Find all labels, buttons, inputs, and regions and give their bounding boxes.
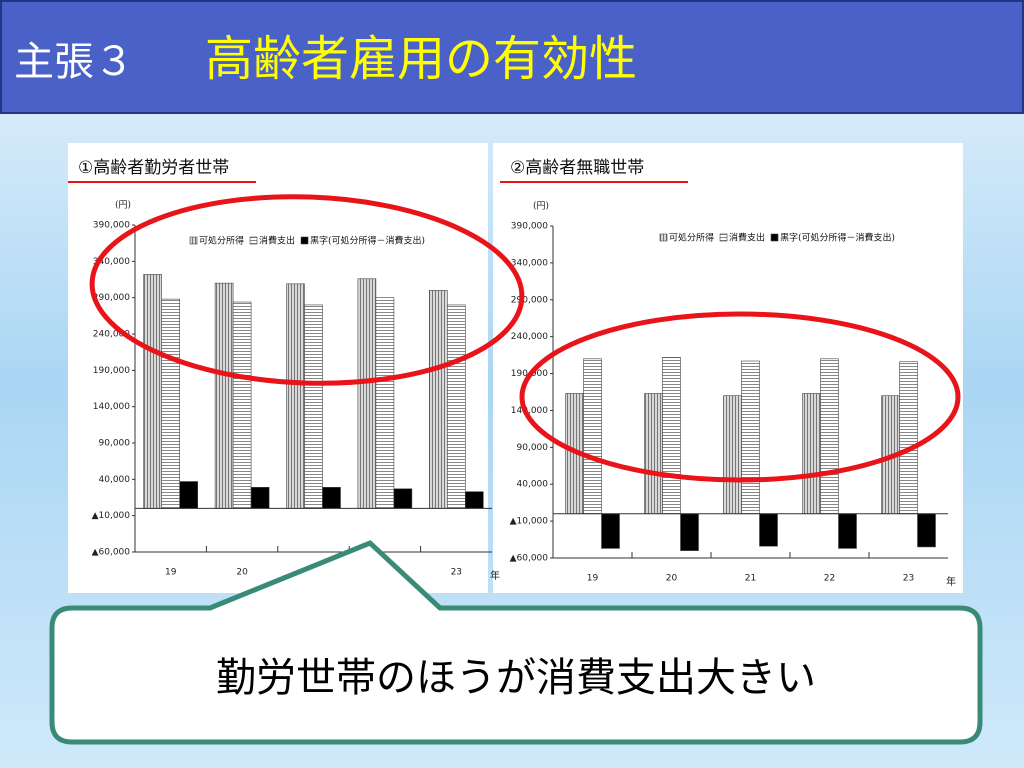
chart-panel xyxy=(68,143,488,593)
header xyxy=(0,0,1024,114)
bar xyxy=(357,278,377,509)
callout-text: 勤労世帯のほうが消費支出大きい xyxy=(216,655,816,701)
chart-title: ①高齢者勤労者世帯 xyxy=(78,158,229,178)
bar xyxy=(662,357,681,515)
bar xyxy=(464,491,484,509)
bar xyxy=(375,297,395,509)
legend-swatch xyxy=(189,236,198,245)
x-tick-label: 19 xyxy=(165,568,177,578)
bar xyxy=(759,513,778,547)
legend-label: 可処分所得 xyxy=(199,235,244,247)
bar xyxy=(286,283,305,509)
y-tick-label: 190,000 xyxy=(93,366,130,376)
y-tick-label: 90,000 xyxy=(99,439,131,449)
y-tick-label: ▲10,000 xyxy=(510,517,549,527)
bar xyxy=(680,513,699,551)
legend-label: 黒字(可処分所得－消費支出) xyxy=(780,232,895,244)
y-tick-label: 140,000 xyxy=(511,406,548,416)
bar xyxy=(393,488,413,509)
x-axis-label: 年 xyxy=(946,575,956,588)
x-tick-label: 21 xyxy=(745,574,756,584)
y-tick-label: ▲10,000 xyxy=(92,511,131,521)
bar xyxy=(250,487,270,509)
legend-swatch xyxy=(249,236,258,245)
legend-swatch xyxy=(300,236,309,245)
bar xyxy=(917,513,936,548)
y-axis-label: (円) xyxy=(115,200,131,211)
bar xyxy=(428,290,448,509)
slide-label: 主張３ xyxy=(14,39,134,85)
x-tick-label: 20 xyxy=(236,568,248,578)
legend-swatch xyxy=(719,233,728,242)
y-tick-label: ▲60,000 xyxy=(92,548,131,558)
y-axis-label: (円) xyxy=(533,201,549,212)
bar xyxy=(143,274,162,509)
y-tick-label: 340,000 xyxy=(93,257,130,267)
y-tick-label: 390,000 xyxy=(93,221,130,231)
legend-label: 黒字(可処分所得－消費支出) xyxy=(310,235,425,247)
x-tick-label: 23 xyxy=(903,574,914,584)
highlight-ellipse xyxy=(89,194,525,386)
y-tick-label: 390,000 xyxy=(511,222,548,232)
legend-swatch xyxy=(659,233,668,242)
y-tick-label: ▲60,000 xyxy=(510,554,549,564)
bar xyxy=(232,301,252,509)
callout-box xyxy=(49,540,983,745)
highlight-ellipse xyxy=(519,311,961,483)
y-tick-label: 240,000 xyxy=(93,330,130,340)
bar xyxy=(446,304,466,509)
y-tick-label: 90,000 xyxy=(517,443,549,453)
x-tick-label: 20 xyxy=(666,574,678,584)
y-tick-label: 290,000 xyxy=(511,295,548,305)
bar xyxy=(723,395,742,515)
y-tick-label: 340,000 xyxy=(511,258,548,268)
slide-title: 高齢者雇用の有効性 xyxy=(205,31,637,87)
bar xyxy=(161,298,180,509)
x-axis-label: 年 xyxy=(490,569,500,582)
legend-swatch xyxy=(770,233,779,242)
bar xyxy=(322,487,341,509)
y-tick-label: 40,000 xyxy=(99,475,131,485)
bar xyxy=(899,361,918,515)
bar xyxy=(802,393,821,515)
bar xyxy=(214,282,234,509)
x-tick-label: 22 xyxy=(824,574,835,584)
legend-label: 消費支出 xyxy=(729,232,765,244)
bar xyxy=(644,393,663,515)
bar xyxy=(601,513,620,549)
legend-label: 消費支出 xyxy=(259,235,295,247)
x-tick-label: 23 xyxy=(451,568,462,578)
bar xyxy=(179,481,198,509)
y-tick-label: 290,000 xyxy=(93,293,130,303)
chart-title: ②高齢者無職世帯 xyxy=(510,158,644,178)
legend-label: 可処分所得 xyxy=(669,232,714,244)
y-tick-label: 240,000 xyxy=(511,332,548,342)
bar xyxy=(304,304,323,509)
bar xyxy=(820,358,839,515)
bar xyxy=(741,360,760,515)
y-tick-label: 140,000 xyxy=(93,402,130,412)
chart-panel xyxy=(493,143,963,593)
y-tick-label: 40,000 xyxy=(517,480,549,490)
bar xyxy=(838,513,857,549)
bar xyxy=(583,358,602,515)
x-tick-label: 19 xyxy=(587,574,599,584)
